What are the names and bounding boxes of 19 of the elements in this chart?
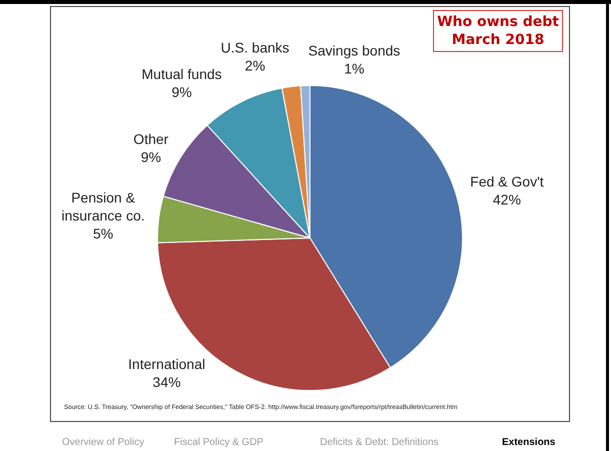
data-label: 42% [492, 191, 521, 208]
slice-label: Pension & insurance co. [61, 189, 145, 224]
data-label: 1% [344, 60, 364, 76]
text: Extensions [502, 437, 556, 448]
text: Deficits & Debt: Definitions [320, 437, 438, 448]
text: Fiscal Policy & GDP [174, 437, 264, 448]
slice-label: Other [133, 131, 169, 148]
chart-title: Who owns debt March 2018 [433, 10, 563, 52]
slice-label: U.S. banks [220, 40, 290, 56]
slice-label: Savings bonds [308, 42, 400, 58]
data-label: 34% [152, 374, 181, 390]
data-label: 9% [140, 149, 162, 166]
text: Overview of Policy [62, 437, 144, 448]
slice-label: International [128, 356, 206, 372]
data-label: 5% [93, 225, 114, 242]
slice-label: Mutual funds [142, 66, 222, 82]
slice-label: Fed & Gov't [470, 173, 544, 190]
data-label: 9% [172, 84, 192, 100]
data-label: 2% [244, 58, 266, 74]
